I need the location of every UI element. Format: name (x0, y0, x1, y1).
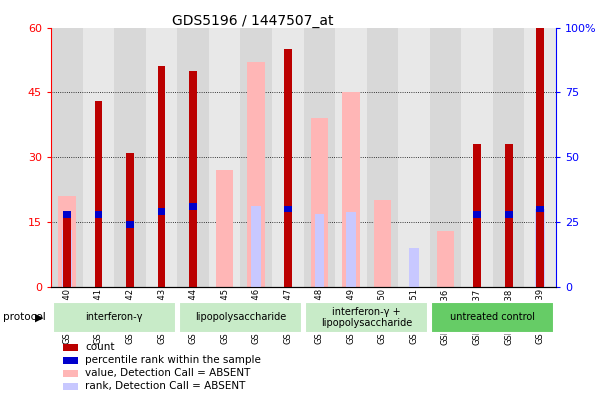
Bar (374, 200, 391, 287)
Text: count: count (85, 342, 115, 353)
Bar (63, 213, 71, 287)
Bar (367, 28, 398, 287)
Bar (94, 101, 102, 287)
Bar (157, 208, 165, 215)
Bar (94, 211, 102, 217)
Bar (272, 28, 304, 287)
Bar (157, 66, 165, 287)
Bar (409, 248, 419, 287)
Text: ▶: ▶ (35, 312, 43, 322)
Text: lipopolysaccharide: lipopolysaccharide (195, 312, 286, 322)
Bar (398, 28, 430, 287)
Text: rank, Detection Call = ABSENT: rank, Detection Call = ABSENT (85, 381, 246, 391)
Bar (189, 71, 197, 287)
Bar (209, 28, 240, 287)
Bar (473, 211, 481, 217)
Bar (493, 28, 525, 287)
Bar (63, 211, 71, 217)
Bar (177, 28, 209, 287)
Bar (462, 28, 493, 287)
Bar (505, 144, 513, 287)
Bar (342, 92, 359, 287)
Bar (304, 28, 335, 287)
Text: interferon-γ: interferon-γ (85, 312, 143, 322)
Text: untreated control: untreated control (450, 312, 535, 322)
Bar (189, 203, 197, 210)
Bar (437, 231, 454, 287)
Bar (53, 302, 175, 333)
Bar (126, 153, 134, 287)
Bar (473, 144, 481, 287)
Bar (240, 28, 272, 287)
Bar (505, 211, 513, 217)
Text: percentile rank within the sample: percentile rank within the sample (85, 355, 261, 365)
Bar (284, 206, 291, 212)
Bar (114, 28, 146, 287)
Bar (216, 170, 233, 287)
Bar (346, 212, 356, 287)
Text: value, Detection Call = ABSENT: value, Detection Call = ABSENT (85, 368, 251, 378)
Bar (430, 28, 462, 287)
Bar (536, 206, 544, 212)
Bar (126, 221, 134, 228)
Bar (62, 230, 72, 287)
Bar (248, 62, 265, 287)
Bar (83, 28, 114, 287)
Bar (535, 209, 545, 287)
Bar (251, 206, 261, 287)
Text: GDS5196 / 1447507_at: GDS5196 / 1447507_at (172, 14, 333, 28)
Bar (335, 28, 367, 287)
Bar (314, 214, 324, 287)
Bar (536, 28, 544, 287)
Bar (432, 302, 554, 333)
Bar (51, 28, 83, 287)
Text: interferon-γ +
lipopolysaccharide: interferon-γ + lipopolysaccharide (321, 307, 412, 328)
Bar (311, 118, 328, 287)
Bar (305, 302, 428, 333)
Bar (58, 196, 76, 287)
Bar (146, 28, 177, 287)
Bar (525, 28, 556, 287)
Text: protocol: protocol (3, 312, 46, 322)
Bar (179, 302, 302, 333)
Bar (284, 49, 291, 287)
